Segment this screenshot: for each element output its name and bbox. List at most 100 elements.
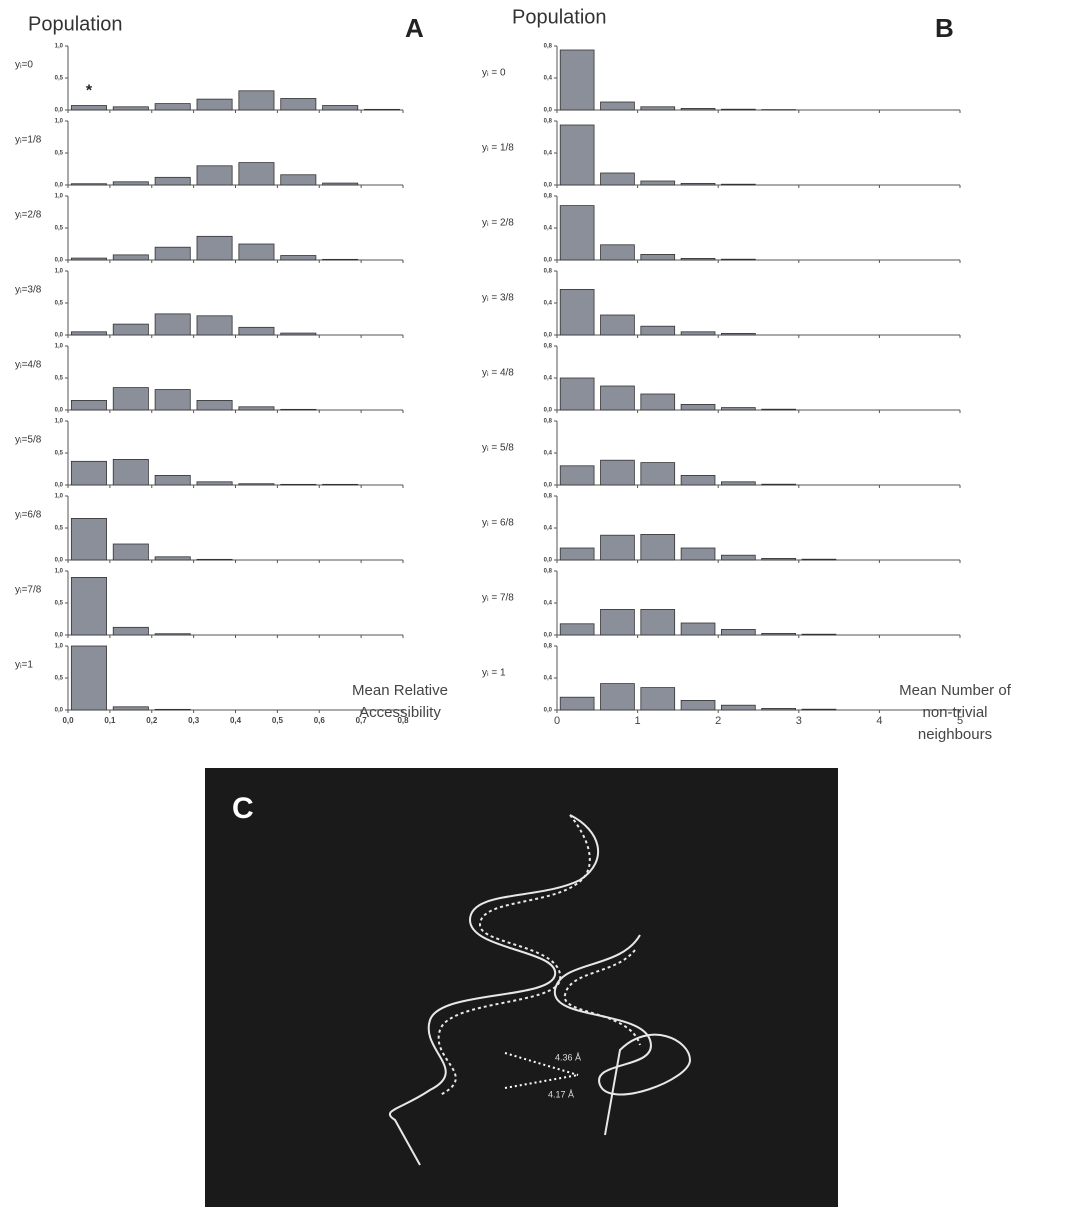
y-tick-label: 1,0 [55,194,64,200]
bar [601,535,635,560]
y-tick-label: 0,4 [544,526,553,532]
y-tick-label: 0,8 [544,644,553,650]
bar [155,709,190,710]
bar [802,634,836,635]
y-tick-label: 0,8 [544,569,553,575]
bar [239,327,274,335]
bar [71,184,106,185]
bar [641,326,675,335]
bar [239,163,274,185]
bar [113,324,148,335]
y-tick-label: 0,4 [544,76,553,82]
y-tick-label: 0,8 [544,119,553,125]
bar [721,629,755,635]
x-tick-label: 0,3 [188,716,200,725]
bar [155,177,190,185]
bar [560,289,594,335]
x-axis-label: Mean Relative Accessibility [348,680,453,724]
y-tick-label: 0,0 [544,708,553,714]
subplot-label: yᵢ=7/8 [15,585,42,596]
bar [641,394,675,410]
panel-label: A [405,13,424,43]
y-tick-label: 0,0 [55,633,64,639]
bar [113,707,148,710]
bar [281,409,316,410]
x-tick-label: 0,6 [314,716,326,725]
bar [71,577,106,635]
bar [71,646,106,710]
bar [197,482,232,485]
bar [641,688,675,710]
x-tick-label: 1 [635,715,641,727]
chart-title: Population [28,13,123,35]
bar [721,259,755,260]
x-tick-label: 4 [876,715,882,727]
y-tick-label: 0,5 [55,301,64,307]
bar [601,386,635,410]
y-tick-label: 0,8 [544,269,553,275]
bar [71,461,106,485]
bar [113,544,148,560]
bar [560,466,594,485]
subplot-label: yᵢ = 5/8 [482,443,514,454]
x-tick-label: 3 [796,715,802,727]
subplot-label: yᵢ = 3/8 [482,293,514,304]
bar [323,106,358,110]
bar [802,709,836,710]
y-tick-label: 0,5 [55,76,64,82]
bar [239,244,274,260]
bar [560,50,594,110]
y-tick-label: 0,4 [544,676,553,682]
bar [155,634,190,635]
subplot-label: yᵢ = 1/8 [482,143,514,154]
y-tick-label: 0,8 [544,419,553,425]
bar [239,407,274,410]
bar [197,166,232,185]
x-tick-label: 0,2 [146,716,158,725]
bar [601,315,635,335]
bar [681,258,715,260]
y-tick-label: 0,0 [544,558,553,564]
distance-label: 4.17 Å [548,1089,574,1099]
bar [197,316,232,335]
bar [155,557,190,560]
y-tick-label: 0,5 [55,601,64,607]
y-tick-label: 1,0 [55,269,64,275]
y-tick-label: 0,4 [544,301,553,307]
x-tick-label: 0,0 [62,716,74,725]
y-tick-label: 0,0 [55,333,64,339]
subplot-label: yᵢ = 2/8 [482,218,514,229]
bar [113,388,148,410]
bar [601,684,635,710]
bar [560,548,594,560]
bar [721,555,755,560]
bar [560,624,594,635]
bar [681,332,715,335]
y-tick-label: 0,0 [544,483,553,489]
bar [197,400,232,410]
x-tick-label: 0,1 [104,716,116,725]
bar [364,109,399,110]
bar [71,332,106,335]
y-tick-label: 1,0 [55,644,64,650]
bar [641,181,675,185]
bar [641,609,675,635]
subplot-label: yᵢ = 7/8 [482,593,514,604]
bar [113,182,148,185]
y-tick-label: 0,0 [544,408,553,414]
subplot-label: yᵢ=5/8 [15,435,42,446]
bar [762,708,796,710]
bar [239,484,274,485]
x-tick-label: 0 [554,715,560,727]
bar [681,108,715,110]
bar [721,333,755,335]
bar [681,548,715,560]
panel-label: B [935,13,954,43]
bar [323,484,358,485]
y-tick-label: 0,0 [544,258,553,264]
bar [113,627,148,635]
y-tick-label: 0,0 [544,183,553,189]
panel-c-image [205,768,838,1207]
bar [601,245,635,260]
bar [601,609,635,635]
